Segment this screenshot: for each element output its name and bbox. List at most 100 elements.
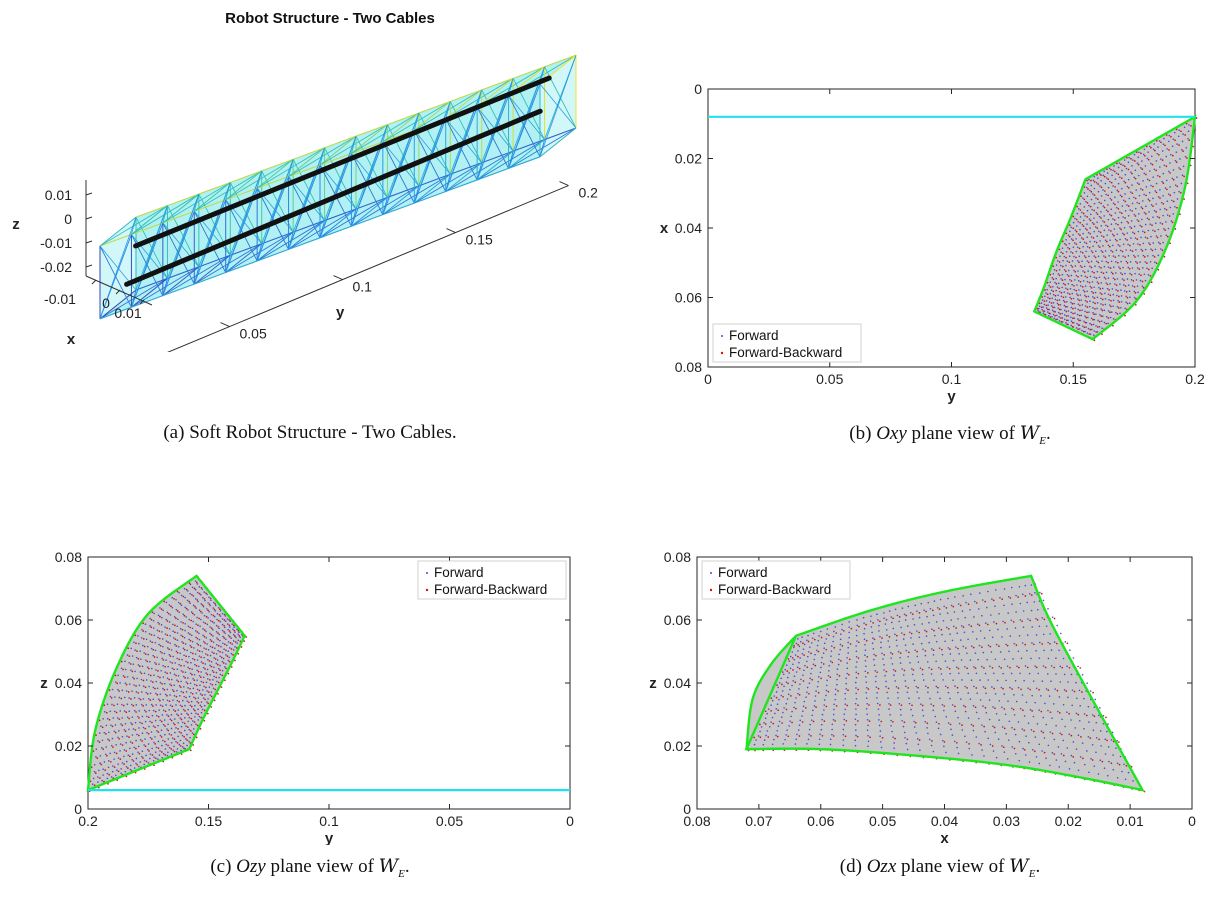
forward-point	[203, 647, 205, 649]
forward-backward-point	[1118, 295, 1120, 298]
forward-point	[1184, 155, 1187, 158]
forward-point	[1013, 642, 1016, 645]
forward-backward-point	[116, 682, 119, 685]
forward-backward-point	[164, 665, 166, 668]
forward-point	[157, 636, 159, 639]
forward-point	[924, 654, 927, 657]
forward-point	[1077, 279, 1080, 282]
forward-point	[1120, 295, 1123, 297]
forward-backward-point	[173, 750, 176, 753]
forward-backward-point	[106, 754, 108, 757]
forward-backward-point	[151, 721, 153, 724]
forward-backward-point	[1088, 281, 1091, 284]
forward-backward-point	[1064, 283, 1067, 286]
forward-point	[1101, 327, 1103, 329]
forward-backward-point	[1107, 317, 1110, 319]
forward-point	[877, 708, 880, 710]
forward-point	[111, 688, 114, 691]
forward-backward-point	[1106, 739, 1108, 742]
forward-backward-point	[170, 748, 173, 750]
forward-point	[985, 712, 988, 714]
mesh-edge	[167, 193, 200, 207]
forward-backward-point	[1147, 268, 1150, 271]
forward-backward-point	[157, 715, 160, 718]
forward-point	[1084, 275, 1087, 278]
forward-backward-point	[1151, 163, 1154, 166]
forward-backward-point	[949, 723, 952, 726]
forward-point	[800, 678, 802, 681]
forward-point	[219, 673, 222, 676]
forward-point	[177, 601, 180, 604]
forward-point	[1069, 230, 1071, 233]
forward-point	[911, 673, 914, 676]
forward-backward-point	[164, 710, 167, 713]
forward-point	[904, 619, 907, 621]
forward-point	[844, 692, 847, 695]
forward-backward-point	[163, 740, 166, 743]
forward-point	[1107, 218, 1110, 221]
forward-point	[905, 649, 908, 652]
forward-point	[1005, 679, 1007, 682]
forward-backward-point	[1140, 152, 1142, 155]
forward-point	[180, 621, 182, 623]
forward-backward-point	[217, 638, 219, 641]
forward-point	[1087, 295, 1090, 298]
forward-point	[943, 745, 945, 748]
forward-point	[1116, 294, 1118, 297]
forward-point	[179, 652, 182, 655]
forward-backward-point	[945, 607, 948, 609]
forward-point	[981, 749, 983, 751]
forward-point	[994, 605, 996, 607]
forward-backward-point	[1060, 291, 1063, 294]
forward-point	[1131, 165, 1133, 167]
forward-point	[154, 751, 157, 753]
forward-point	[783, 707, 785, 709]
forward-point	[1119, 194, 1122, 197]
forward-point	[920, 642, 923, 645]
forward-backward-point	[1020, 688, 1022, 691]
forward-point	[778, 720, 781, 723]
forward-backward-point	[867, 688, 870, 690]
forward-point	[175, 608, 178, 611]
forward-backward-point	[159, 615, 161, 618]
forward-point	[192, 604, 195, 607]
forward-point	[933, 634, 936, 637]
forward-point	[1093, 230, 1096, 233]
forward-backward-point	[199, 610, 202, 613]
forward-point	[1099, 314, 1101, 316]
forward-point	[139, 761, 142, 763]
forward-backward-point	[937, 686, 939, 689]
forward-point	[1070, 754, 1073, 757]
forward-backward-point	[1051, 732, 1054, 735]
forward-backward-point	[158, 637, 161, 640]
forward-point	[206, 643, 208, 645]
forward-point	[1124, 307, 1126, 310]
x-tick-label: 0.08	[683, 813, 710, 829]
forward-backward-point	[892, 617, 894, 620]
forward-backward-point	[814, 664, 817, 667]
forward-backward-point	[1082, 330, 1085, 333]
forward-backward-point	[1161, 249, 1164, 252]
forward-backward-point	[1003, 708, 1006, 710]
forward-point	[166, 677, 169, 680]
forward-point	[148, 697, 150, 700]
forward-point	[1039, 641, 1041, 644]
forward-point	[1162, 143, 1165, 146]
forward-point	[1179, 158, 1181, 160]
forward-point	[1156, 215, 1159, 218]
forward-point	[139, 671, 142, 673]
forward-point	[208, 610, 210, 613]
forward-backward-point	[1169, 194, 1172, 197]
forward-point	[1077, 220, 1079, 223]
forward-point	[168, 653, 171, 656]
forward-backward-point	[1170, 135, 1172, 138]
forward-point	[1079, 285, 1082, 287]
forward-backward-point	[1107, 261, 1109, 264]
forward-point	[1059, 264, 1062, 267]
forward-point	[1105, 209, 1108, 211]
forward-point	[1061, 317, 1064, 319]
forward-point	[945, 751, 947, 754]
forward-point	[183, 636, 186, 639]
forward-point	[843, 713, 846, 715]
forward-backward-point	[196, 724, 199, 727]
